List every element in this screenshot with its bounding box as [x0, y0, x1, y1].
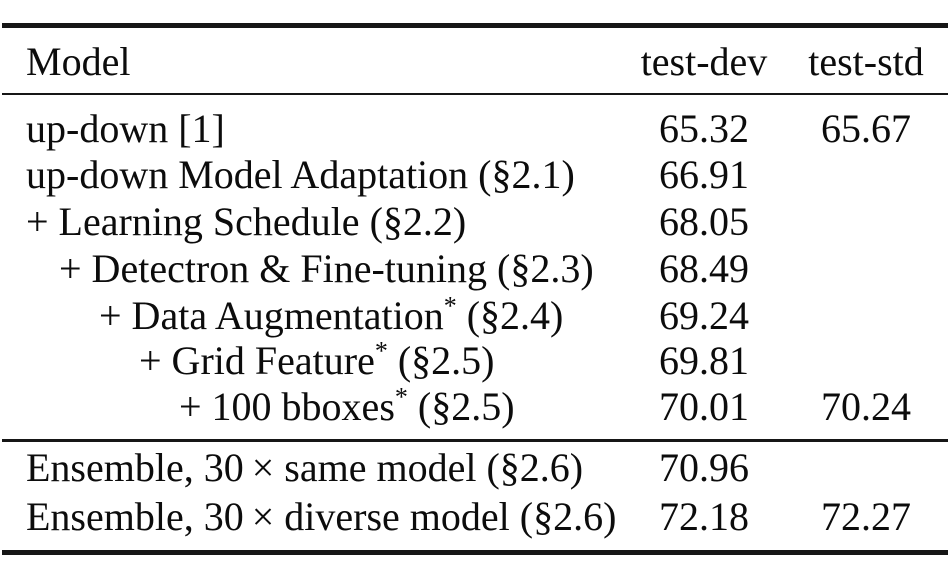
table-row: + Grid Feature* (§2.5) 69.81 — [0, 338, 950, 384]
model-label: + Detectron & Fine-tuning — [59, 246, 488, 291]
table-row: Ensemble, 30 × diverse model (§2.6) 72.1… — [0, 494, 950, 540]
model-label-suffix: (§2.3) — [487, 246, 594, 291]
model-label-suffix: (§2.4) — [456, 293, 564, 338]
model-label: + Grid Feature — [139, 338, 375, 383]
test-dev-value: 69.81 — [659, 338, 749, 383]
table-header-rule — [2, 93, 948, 95]
table-row: + Detectron & Fine-tuning (§2.3) 68.49 — [0, 246, 950, 292]
table-row: + 100 bboxes* (§2.5) 70.01 70.24 — [0, 384, 950, 430]
test-std-value: 70.24 — [821, 384, 911, 429]
model-label: Ensemble, 30 × same model — [26, 445, 477, 490]
model-cell: + Grid Feature* (§2.5) — [26, 338, 638, 384]
test-std-value — [800, 293, 932, 339]
test-dev-value: 66.91 — [659, 152, 749, 197]
model-cell: up-down [1] — [26, 106, 638, 152]
model-label-suffix: (§2.6) — [509, 494, 617, 539]
table-row: + Learning Schedule (§2.2) 68.05 — [0, 199, 950, 245]
model-cell: + Learning Schedule (§2.2) — [26, 199, 638, 245]
model-cell: up-down Model Adaptation (§2.1) — [26, 152, 638, 198]
test-dev-value: 70.01 — [659, 384, 749, 429]
model-label: up-down [1] — [26, 106, 225, 151]
model-label: + 100 bboxes — [179, 384, 395, 429]
model-label-suffix: (§2.5) — [407, 384, 515, 429]
test-dev-value: 72.18 — [659, 494, 749, 539]
test-dev-value: 68.05 — [659, 199, 749, 244]
model-label: + Learning Schedule — [26, 199, 360, 244]
test-std-value — [800, 338, 932, 384]
model-cell: + Detectron & Fine-tuning (§2.3) — [26, 246, 638, 292]
test-dev-value: 68.49 — [659, 246, 749, 291]
test-std-value: 65.67 — [821, 106, 911, 151]
superscript-star: * — [374, 336, 388, 366]
test-std-value — [800, 246, 932, 292]
superscript-star: * — [443, 291, 457, 321]
model-label-suffix: (§2.5) — [387, 338, 495, 383]
test-dev-value: 70.96 — [659, 445, 749, 490]
model-label-suffix: (§2.2) — [359, 199, 467, 244]
table-header-row: Model test-dev test-std — [0, 39, 950, 85]
model-label-suffix: (§2.1) — [468, 152, 575, 197]
test-std-value — [800, 199, 932, 245]
column-header-model: Model — [26, 39, 131, 84]
model-label: up-down Model Adaptation — [26, 152, 469, 197]
table-bottom-rule — [2, 550, 948, 555]
model-cell: Ensemble, 30 × same model (§2.6) — [26, 445, 638, 491]
test-std-value — [800, 152, 932, 198]
table-section-rule — [2, 439, 948, 442]
test-std-value: 72.27 — [821, 494, 911, 539]
test-std-value — [800, 445, 932, 491]
column-header-test-dev: test-dev — [640, 39, 768, 84]
table-top-rule — [2, 23, 948, 28]
table-row: up-down [1] 65.32 65.67 — [0, 106, 950, 152]
model-label: Ensemble, 30 × diverse model — [26, 494, 510, 539]
model-label-suffix: (§2.6) — [476, 445, 584, 490]
test-dev-value: 69.24 — [659, 293, 749, 338]
model-cell: + Data Augmentation* (§2.4) — [26, 293, 638, 339]
column-header-test-std: test-std — [808, 39, 924, 84]
model-cell: + 100 bboxes* (§2.5) — [26, 384, 638, 430]
table-row: up-down Model Adaptation (§2.1) 66.91 — [0, 152, 950, 198]
model-cell: Ensemble, 30 × diverse model (§2.6) — [26, 494, 638, 540]
superscript-star: * — [394, 382, 408, 412]
table-row: Ensemble, 30 × same model (§2.6) 70.96 — [0, 445, 950, 491]
model-label: + Data Augmentation — [99, 293, 444, 338]
test-dev-value: 65.32 — [659, 106, 749, 151]
table-row: + Data Augmentation* (§2.4) 69.24 — [0, 293, 950, 339]
